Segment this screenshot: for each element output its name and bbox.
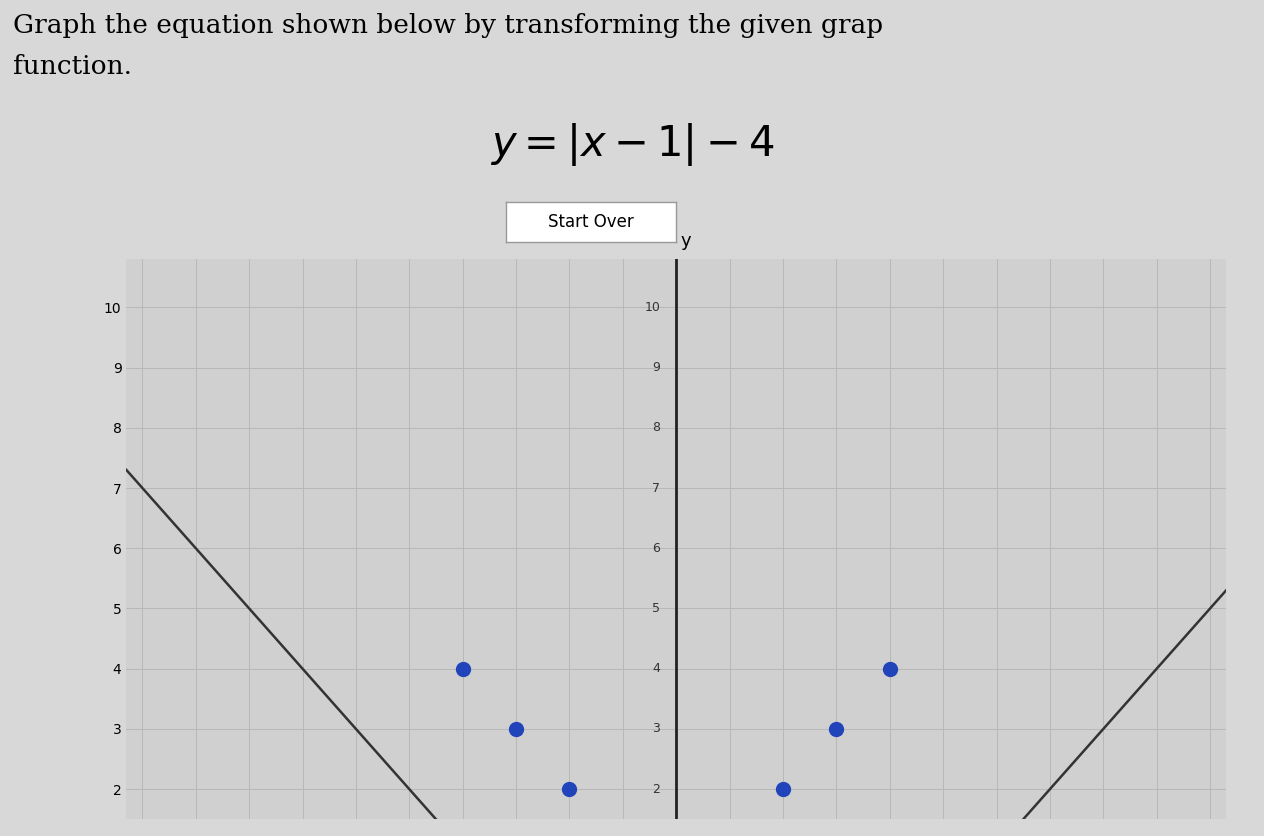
Text: 2: 2 [652, 782, 660, 796]
Text: 6: 6 [652, 542, 660, 555]
Text: Graph the equation shown below by transforming the given grap: Graph the equation shown below by transf… [13, 13, 882, 38]
Text: function.: function. [13, 54, 131, 79]
Text: 10: 10 [645, 301, 660, 314]
Point [880, 662, 900, 675]
Text: y: y [680, 232, 691, 250]
Text: 9: 9 [652, 361, 660, 374]
Point [560, 782, 580, 796]
Point [453, 662, 473, 675]
Point [827, 722, 847, 736]
Text: 3: 3 [652, 722, 660, 736]
Text: Start Over: Start Over [549, 213, 633, 232]
Text: 8: 8 [652, 421, 660, 434]
Point [772, 782, 793, 796]
Text: $y = |x - 1| - 4$: $y = |x - 1| - 4$ [490, 121, 774, 168]
Text: 7: 7 [652, 482, 660, 495]
Text: 4: 4 [652, 662, 660, 675]
Text: 5: 5 [652, 602, 660, 615]
Point [506, 722, 526, 736]
